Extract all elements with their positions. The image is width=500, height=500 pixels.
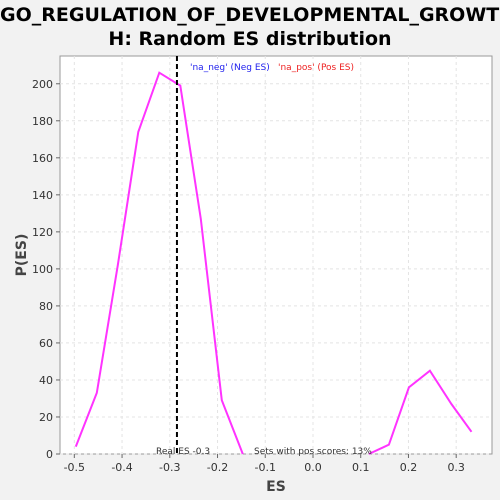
x-tick-label: 0.0: [304, 461, 322, 474]
real-es-label: Real ES -0.3: [156, 447, 210, 457]
x-tick-label: 0.2: [400, 461, 418, 474]
y-tick-label: 180: [32, 115, 53, 128]
x-tick-label: -0.2: [207, 461, 228, 474]
y-tick-label: 0: [46, 448, 53, 461]
y-tick-label: 20: [39, 411, 53, 424]
series-line-neg: [74, 71, 244, 455]
chart-title-line1: GO_REGULATION_OF_DEVELOPMENTAL_GROWTH: [0, 4, 500, 26]
pos-scores-label: Sets with pos scores: 13%: [254, 447, 372, 457]
y-tick-label: 140: [32, 189, 53, 202]
y-tick-label: 200: [32, 78, 53, 91]
x-tick-label: -0.4: [111, 461, 132, 474]
x-tick-label: -0.5: [64, 461, 85, 474]
x-tick-label: -0.3: [159, 461, 180, 474]
legend-neg: 'na_neg' (Neg ES): [190, 63, 270, 73]
annotations: 'na_neg' (Neg ES) 'na_pos' (Pos ES) Real E…: [156, 56, 372, 457]
x-tick-label: -0.1: [255, 461, 276, 474]
x-tick-label: 0.3: [447, 461, 465, 474]
x-axis-label: ES: [266, 479, 286, 495]
axes: 0 20 40 60 80 100 120 140 160 180 200 -0.5 -0.4 -0.3 -…: [32, 78, 465, 474]
y-tick-label: 160: [32, 152, 53, 165]
y-tick-label: 40: [39, 374, 53, 387]
series-group: [74, 71, 473, 455]
legend-pos: 'na_pos' (Pos ES): [278, 63, 354, 73]
y-tick-label: 60: [39, 337, 53, 350]
plot-area: [59, 55, 493, 455]
y-tick-label: 80: [39, 300, 53, 313]
series-line-pos: [368, 369, 473, 455]
x-tick-label: 0.1: [352, 461, 370, 474]
y-tick-label: 100: [32, 263, 53, 276]
grid: [60, 56, 492, 455]
y-tick-label: 120: [32, 226, 53, 239]
chart-title-line2: H: Random ES distribution: [108, 28, 392, 50]
y-axis-label: P(ES): [14, 234, 30, 277]
